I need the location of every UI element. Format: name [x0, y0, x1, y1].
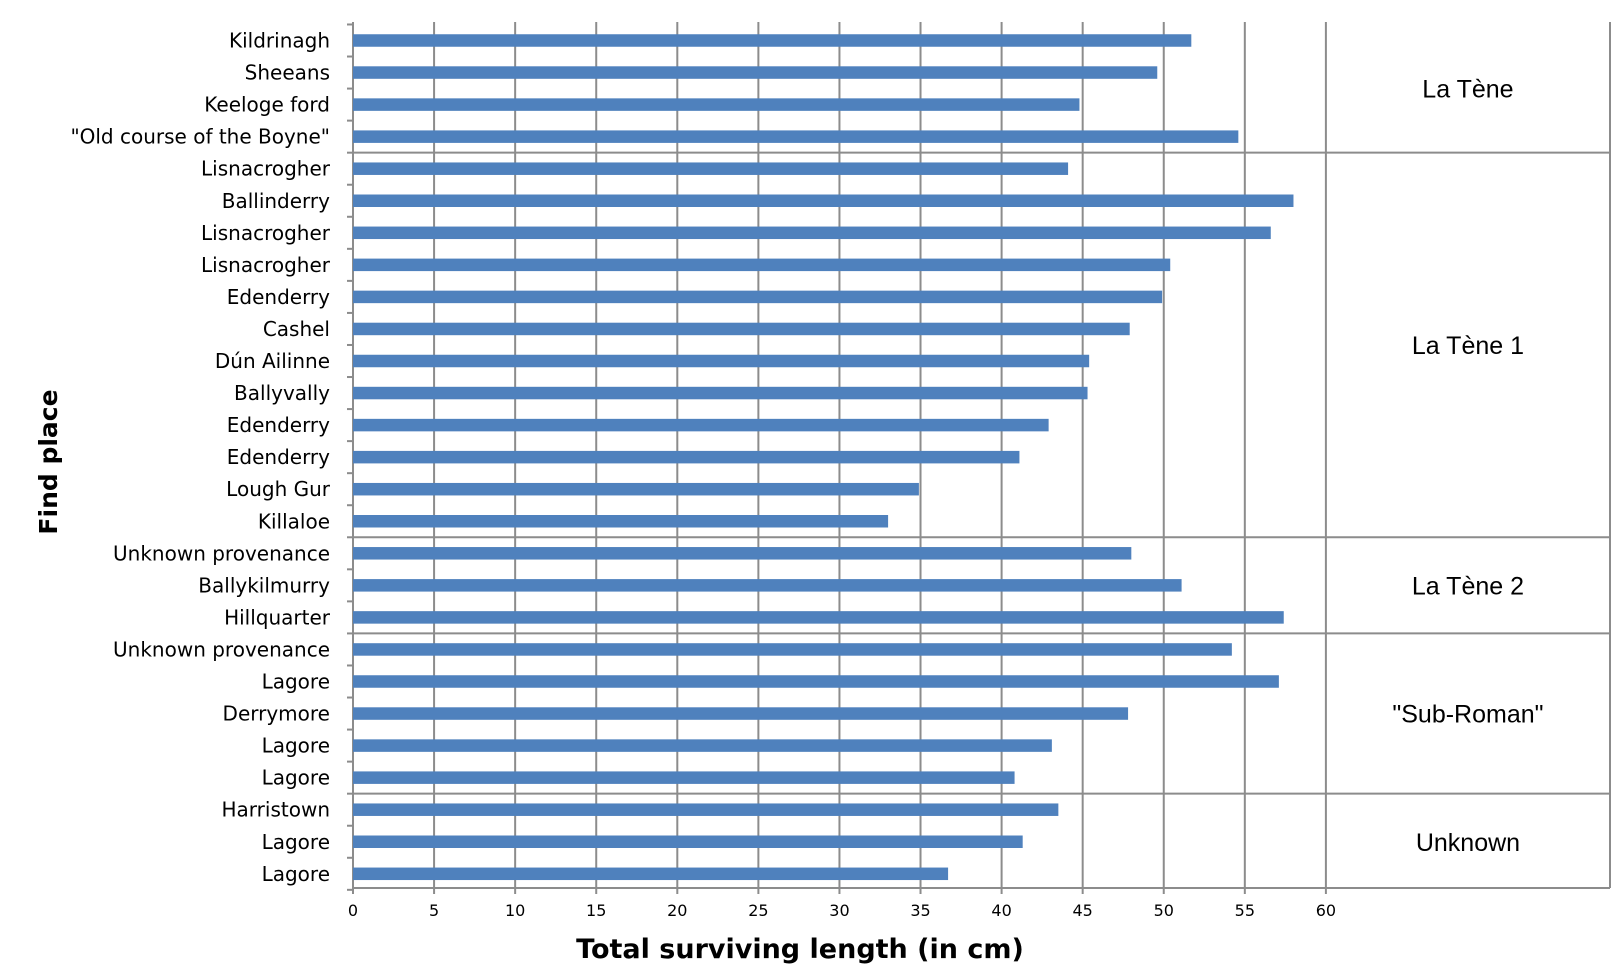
period-groups: La Tène La Tène 1 La Tène 2 "Sub-Roman" Unkn…: [353, 76, 1610, 857]
bar: [353, 867, 949, 881]
category-label: Edenderry: [227, 413, 330, 437]
x-tick-label-0: 0: [348, 901, 358, 920]
bar: [353, 354, 1090, 368]
bar: [353, 643, 1232, 656]
category-label: Lagore: [262, 670, 330, 694]
category-label: Lisnacrogher: [201, 157, 331, 181]
category-label: "Old course of the Boyne": [70, 125, 330, 149]
x-tick-label-45: 45: [1072, 901, 1092, 920]
bar: [353, 450, 1020, 464]
bar: [353, 579, 1182, 592]
x-axis-title: Total surviving length (in cm): [576, 934, 1024, 965]
x-tick-label-40: 40: [991, 901, 1011, 920]
x-tick-label-20: 20: [667, 901, 687, 920]
bar: [353, 130, 1239, 143]
category-label: Keeloge ford: [204, 93, 330, 117]
category-label: Lagore: [262, 766, 330, 790]
category-label: Lisnacrogher: [201, 253, 331, 277]
bar: [353, 162, 1069, 175]
category-label: Dún Ailinne: [215, 349, 330, 373]
period-label: La Tène 1: [1412, 332, 1524, 360]
period-label: La Tène: [1422, 76, 1513, 104]
bar: [353, 386, 1088, 400]
category-labels: Kildrinagh Sheeans Keeloge ford "Old course…: [70, 29, 330, 886]
category-label: Unknown provenance: [113, 541, 330, 565]
x-tick-label-55: 55: [1235, 901, 1255, 920]
category-label: Lagore: [262, 830, 330, 854]
bar: [353, 226, 1271, 240]
category-label: Cashel: [263, 317, 330, 341]
period-label: Unknown: [1416, 829, 1520, 857]
bar: [353, 258, 1171, 272]
category-label: Ballykilmurry: [198, 573, 330, 597]
x-tick-label-30: 30: [829, 901, 849, 920]
bar: [353, 707, 1129, 720]
bars-layer: [353, 34, 1294, 881]
period-label: "Sub-Roman": [1392, 701, 1543, 729]
period-label: La Tène 2: [1412, 572, 1524, 600]
category-label: Sheeans: [245, 61, 330, 85]
bar: [353, 482, 919, 496]
bar: [353, 515, 889, 528]
bar: [353, 771, 1015, 784]
bar: [353, 739, 1052, 752]
x-tick-label-10: 10: [505, 901, 525, 920]
bar: [353, 835, 1023, 848]
bar: [353, 803, 1059, 816]
x-tick-label-15: 15: [586, 901, 606, 920]
category-label: Lisnacrogher: [201, 221, 331, 245]
bar: [353, 418, 1049, 432]
bar: [353, 194, 1294, 207]
category-label: Edenderry: [227, 445, 330, 469]
x-tick-label-25: 25: [748, 901, 768, 920]
x-tick-label-35: 35: [910, 901, 930, 920]
category-label: Lagore: [262, 734, 330, 758]
category-label: Kildrinagh: [229, 29, 330, 53]
bar: [353, 675, 1279, 688]
x-tick-label-5: 5: [429, 901, 439, 920]
category-label: Harristown: [222, 798, 330, 822]
category-label: Edenderry: [227, 285, 330, 309]
category-label: Lough Gur: [226, 477, 331, 501]
category-label: Hillquarter: [224, 605, 331, 629]
category-label: Lagore: [262, 862, 330, 886]
bar: [353, 290, 1163, 304]
bar: [353, 547, 1132, 560]
x-tick-label-60: 60: [1316, 901, 1336, 920]
category-label: Unknown provenance: [113, 637, 330, 661]
x-tick-labels: 0 5 10 15 20 25 30 35 40 45 50 55 60: [348, 901, 1336, 920]
bar: [353, 98, 1080, 111]
x-tick-label-50: 50: [1154, 901, 1174, 920]
bar: [353, 322, 1130, 336]
y-axis-title: Find place: [34, 389, 63, 534]
category-label: Ballyvally: [234, 381, 330, 405]
category-label: Derrymore: [223, 702, 330, 726]
bar: [353, 66, 1158, 79]
bar: [353, 34, 1192, 47]
category-label: Ballinderry: [222, 189, 330, 213]
category-label: Killaloe: [258, 509, 330, 533]
bar: [353, 611, 1284, 624]
